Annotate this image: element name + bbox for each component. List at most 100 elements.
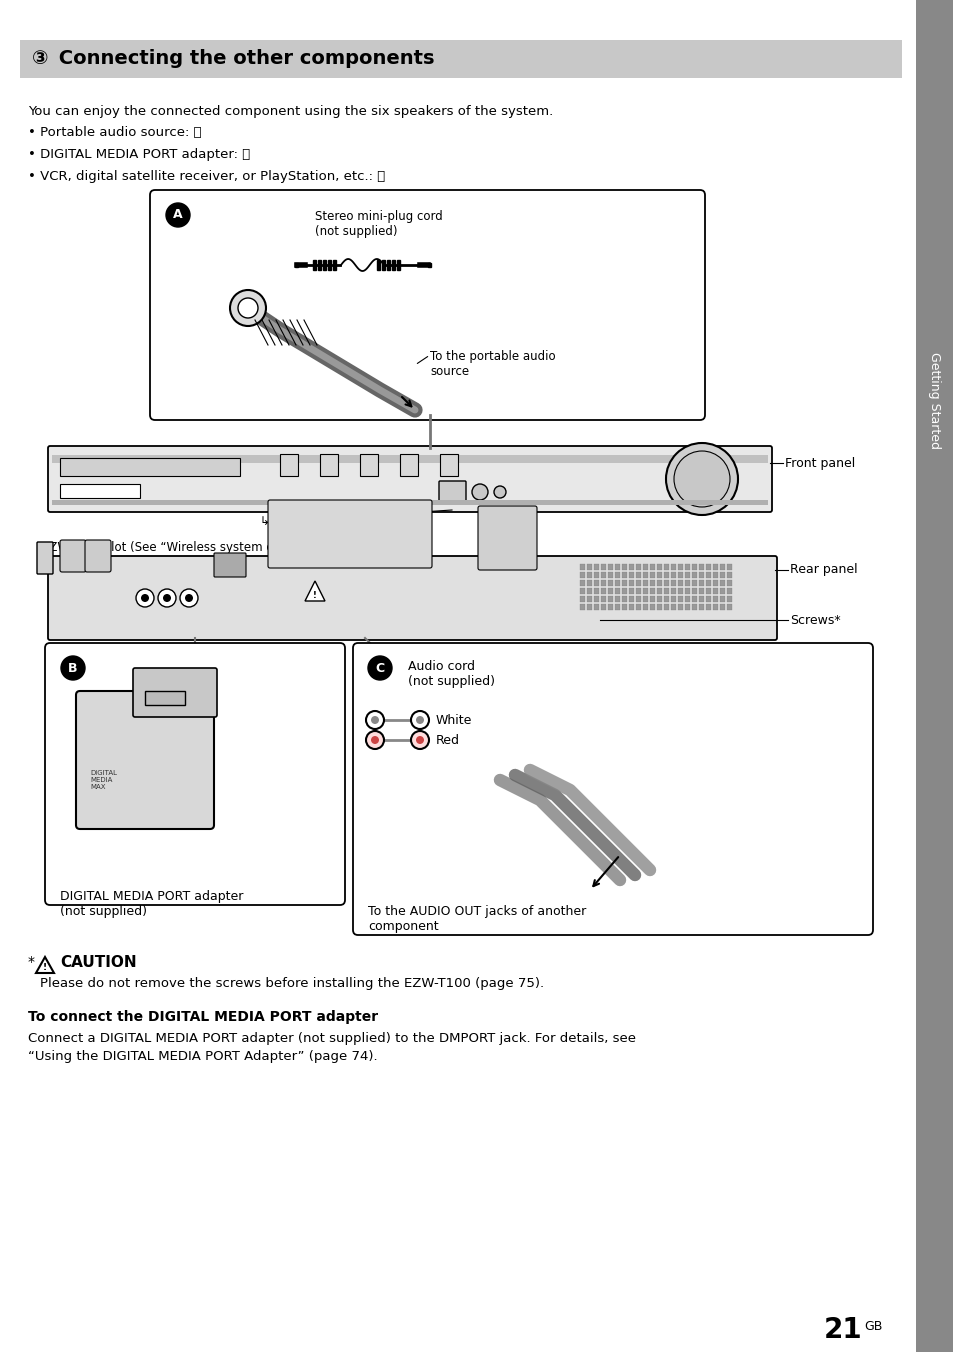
Bar: [705, 580, 710, 585]
Bar: [323, 260, 326, 270]
Bar: [663, 596, 668, 602]
Bar: [720, 564, 724, 571]
Circle shape: [673, 452, 729, 507]
Bar: [670, 596, 676, 602]
Bar: [333, 260, 335, 270]
Bar: [145, 691, 185, 704]
Circle shape: [366, 711, 384, 729]
Text: ③: ③: [32, 50, 49, 69]
Text: White: White: [436, 714, 472, 726]
Bar: [294, 264, 297, 266]
FancyBboxPatch shape: [353, 644, 872, 936]
Bar: [657, 604, 661, 610]
Bar: [712, 564, 718, 571]
Circle shape: [411, 711, 429, 729]
Bar: [670, 604, 676, 610]
Text: ↳ (USB) port (See page 65.): ↳ (USB) port (See page 65.): [260, 515, 425, 529]
FancyBboxPatch shape: [48, 556, 776, 639]
Bar: [52, 456, 767, 462]
FancyBboxPatch shape: [60, 539, 86, 572]
Bar: [642, 580, 647, 585]
Bar: [60, 484, 140, 498]
Bar: [600, 604, 605, 610]
Bar: [712, 596, 718, 602]
Bar: [720, 572, 724, 579]
Circle shape: [411, 731, 429, 749]
Bar: [399, 454, 417, 476]
Bar: [712, 580, 718, 585]
Bar: [586, 588, 592, 594]
Bar: [649, 580, 655, 585]
Bar: [636, 588, 640, 594]
Bar: [670, 572, 676, 579]
Bar: [392, 260, 395, 270]
Bar: [615, 588, 619, 594]
Text: “Using the DIGITAL MEDIA PORT Adapter” (page 74).: “Using the DIGITAL MEDIA PORT Adapter” (…: [28, 1051, 377, 1063]
FancyBboxPatch shape: [150, 191, 704, 420]
Bar: [607, 564, 613, 571]
Bar: [594, 588, 598, 594]
Bar: [607, 572, 613, 579]
Bar: [636, 604, 640, 610]
Bar: [726, 564, 731, 571]
Bar: [726, 580, 731, 585]
Bar: [670, 588, 676, 594]
Bar: [678, 604, 682, 610]
Circle shape: [230, 289, 266, 326]
Bar: [319, 454, 337, 476]
Text: !: !: [313, 591, 316, 599]
Bar: [684, 564, 689, 571]
Bar: [712, 604, 718, 610]
Bar: [726, 588, 731, 594]
Text: Connecting the other components: Connecting the other components: [52, 50, 434, 69]
Bar: [699, 580, 703, 585]
Bar: [699, 572, 703, 579]
Bar: [636, 564, 640, 571]
Polygon shape: [305, 581, 325, 602]
Bar: [628, 580, 634, 585]
Bar: [594, 596, 598, 602]
Text: • VCR, digital satellite receiver, or PlayStation, etc.: Ⓒ: • VCR, digital satellite receiver, or Pl…: [28, 170, 385, 183]
Bar: [376, 260, 379, 270]
Text: Front panel: Front panel: [784, 457, 854, 469]
Bar: [428, 264, 431, 266]
Bar: [699, 564, 703, 571]
Circle shape: [166, 203, 190, 227]
Text: C: C: [375, 661, 384, 675]
Bar: [621, 572, 626, 579]
Bar: [594, 564, 598, 571]
FancyBboxPatch shape: [438, 481, 465, 502]
FancyBboxPatch shape: [37, 542, 53, 575]
Bar: [915, 0, 953, 1352]
Bar: [621, 596, 626, 602]
Bar: [642, 572, 647, 579]
Bar: [663, 580, 668, 585]
Circle shape: [141, 594, 149, 602]
Bar: [636, 580, 640, 585]
Bar: [579, 580, 584, 585]
Bar: [600, 564, 605, 571]
Bar: [691, 572, 697, 579]
Bar: [621, 564, 626, 571]
FancyBboxPatch shape: [477, 506, 537, 571]
Bar: [670, 564, 676, 571]
Bar: [699, 596, 703, 602]
Bar: [663, 604, 668, 610]
Bar: [649, 564, 655, 571]
Text: Stereo mini-plug cord
(not supplied): Stereo mini-plug cord (not supplied): [314, 210, 442, 238]
Text: CAUTION: CAUTION: [60, 955, 136, 969]
Bar: [657, 572, 661, 579]
Bar: [678, 580, 682, 585]
Bar: [20, 41, 901, 78]
Bar: [628, 588, 634, 594]
FancyBboxPatch shape: [76, 691, 213, 829]
Bar: [607, 580, 613, 585]
Circle shape: [494, 485, 505, 498]
Circle shape: [416, 717, 423, 725]
Text: DIGITAL
MEDIA
MAX: DIGITAL MEDIA MAX: [90, 771, 117, 790]
Bar: [699, 588, 703, 594]
Bar: [657, 588, 661, 594]
Bar: [720, 580, 724, 585]
Bar: [705, 604, 710, 610]
Bar: [678, 588, 682, 594]
